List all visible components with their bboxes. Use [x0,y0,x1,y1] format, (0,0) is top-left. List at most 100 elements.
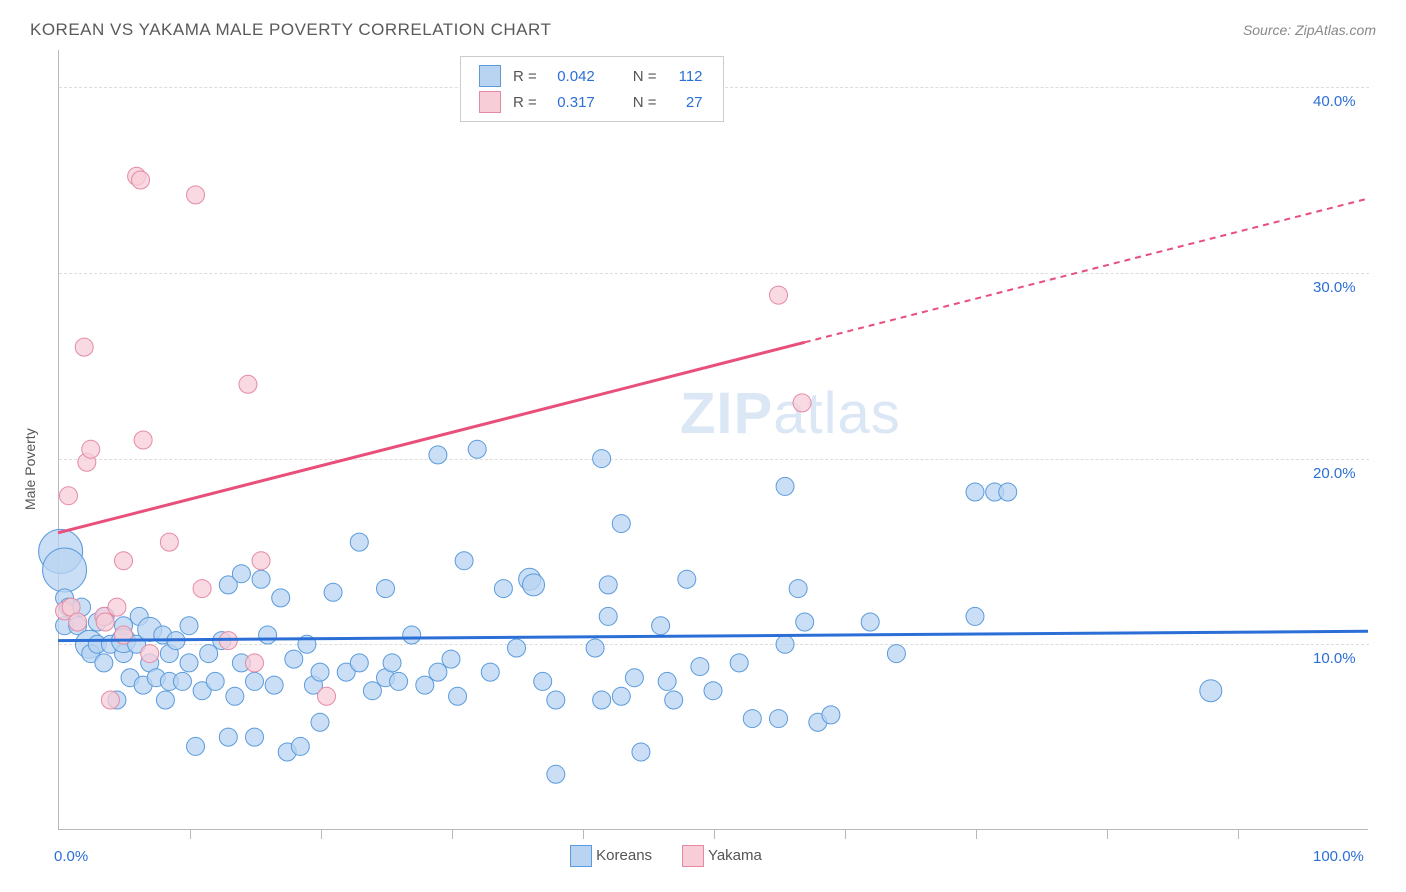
legend-r-text: R = [507,63,543,89]
data-point-koreans [156,691,174,709]
data-point-yakama [160,533,178,551]
data-point-koreans [180,654,198,672]
source-label: Source: ZipAtlas.com [1243,22,1376,38]
data-point-koreans [219,728,237,746]
chart-title: KOREAN VS YAKAMA MALE POVERTY CORRELATIO… [30,20,551,40]
data-point-koreans [246,672,264,690]
data-point-koreans [776,477,794,495]
data-point-koreans [887,645,905,663]
data-point-koreans [743,710,761,728]
data-point-koreans [442,650,460,668]
data-point-yakama [101,691,119,709]
data-point-koreans [612,515,630,533]
x-tick [583,829,584,839]
legend-r-value: 0.317 [543,89,601,115]
x-tick [845,829,846,839]
legend-swatch [570,845,592,867]
trend-line [805,199,1368,343]
data-point-koreans [291,737,309,755]
data-point-yakama [141,645,159,663]
data-point-yakama [59,487,77,505]
data-point-koreans [599,607,617,625]
x-tick [1238,829,1239,839]
data-point-koreans [200,645,218,663]
data-point-koreans [324,583,342,601]
legend-row-yakama: R = 0.317N = 27 [473,89,709,115]
data-point-koreans [232,565,250,583]
data-point-koreans [377,580,395,598]
data-point-koreans [770,710,788,728]
data-point-koreans [822,706,840,724]
scatter-svg [58,50,1368,830]
data-point-koreans [534,672,552,690]
data-point-yakama [96,613,114,631]
data-point-koreans [350,533,368,551]
data-point-koreans [776,635,794,653]
data-point-yakama [134,431,152,449]
data-point-yakama [239,375,257,393]
data-point-yakama [108,598,126,616]
data-point-yakama [187,186,205,204]
data-point-koreans [416,676,434,694]
data-point-yakama [115,552,133,570]
x-tick-label: 100.0% [1313,848,1364,865]
data-point-koreans [43,548,87,592]
data-point-koreans [652,617,670,635]
data-point-yakama [318,687,336,705]
data-point-koreans [272,589,290,607]
data-point-koreans [789,580,807,598]
legend-row-koreans: R = 0.042N = 112 [473,63,709,89]
x-tick [190,829,191,839]
data-point-koreans [508,639,526,657]
legend-r-value: 0.042 [543,63,601,89]
data-point-koreans [1200,680,1222,702]
data-point-koreans [390,672,408,690]
trend-line [58,342,805,533]
data-point-koreans [704,682,722,700]
legend-label: Koreans [596,847,652,864]
data-point-yakama [193,580,211,598]
x-tick [1107,829,1108,839]
data-point-koreans [285,650,303,668]
data-point-koreans [180,617,198,635]
series-legend: Koreans Yakama [570,845,792,867]
legend-n-value: 27 [663,89,709,115]
data-point-koreans [455,552,473,570]
data-point-koreans [593,691,611,709]
data-point-koreans [403,626,421,644]
data-point-yakama [132,171,150,189]
legend-swatch [479,91,501,113]
data-point-yakama [82,440,100,458]
data-point-koreans [173,672,191,690]
data-point-koreans [311,663,329,681]
data-point-koreans [494,580,512,598]
data-point-koreans [259,626,277,644]
legend-n-text: N = [627,63,663,89]
trend-line [58,631,1368,640]
data-point-yakama [770,286,788,304]
data-point-koreans [678,570,696,588]
data-point-koreans [246,728,264,746]
data-point-koreans [632,743,650,761]
data-point-koreans [966,483,984,501]
data-point-koreans [612,687,630,705]
data-point-koreans [468,440,486,458]
y-tick-label: 40.0% [1313,93,1356,110]
data-point-koreans [796,613,814,631]
data-point-koreans [658,672,676,690]
data-point-koreans [363,682,381,700]
data-point-koreans [265,676,283,694]
data-point-koreans [523,574,545,596]
x-tick [976,829,977,839]
data-point-koreans [547,691,565,709]
data-point-yakama [246,654,264,672]
data-point-koreans [252,570,270,588]
data-point-yakama [252,552,270,570]
data-point-koreans [481,663,499,681]
data-point-koreans [861,613,879,631]
x-tick [321,829,322,839]
data-point-koreans [383,654,401,672]
legend-item-yakama: Yakama [682,845,762,867]
data-point-koreans [593,450,611,468]
legend-swatch [479,65,501,87]
